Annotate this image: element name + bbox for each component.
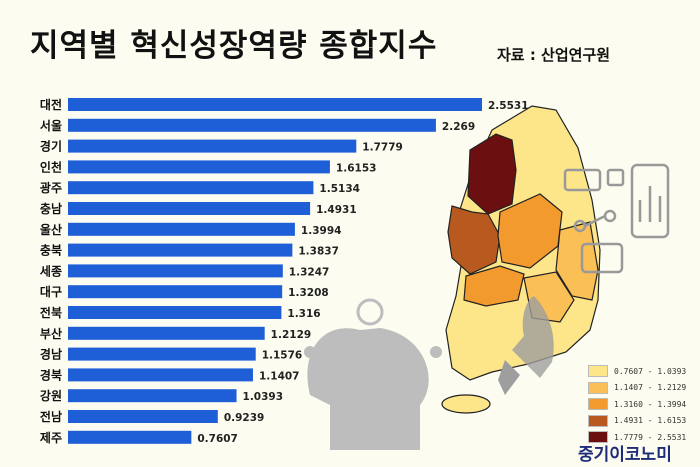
brand-logo: 중기이코노미 [578, 445, 672, 465]
legend-item: 1.1407 - 1.2129 [588, 380, 686, 397]
category-label: 대전 [40, 97, 62, 112]
value-label: 1.3247 [289, 266, 330, 278]
bar [68, 118, 436, 132]
value-label: 1.3837 [298, 246, 339, 258]
legend-label: 0.7607 - 1.0393 [614, 366, 687, 376]
category-label: 전북 [40, 305, 62, 320]
category-label: 경기 [40, 139, 62, 154]
category-label: 제주 [40, 431, 62, 445]
legend-label: 1.3160 - 1.3994 [614, 399, 687, 409]
value-label: 1.5134 [319, 183, 360, 195]
rocket-illustration [498, 296, 554, 395]
bar [68, 285, 283, 299]
value-label: 0.7607 [197, 433, 238, 445]
legend-item: 1.7779 - 2.5531 [588, 429, 686, 446]
value-label: 1.4931 [316, 204, 357, 216]
bar [68, 410, 218, 423]
circuit-icons-illustration [563, 163, 670, 274]
bar [68, 306, 282, 319]
category-label: 세종 [40, 263, 62, 278]
value-label: 1.1576 [262, 350, 303, 362]
value-label: 1.2129 [271, 329, 312, 341]
category-label: 강원 [40, 389, 62, 403]
page-title: 지역별 혁신성장역량 종합지수 [30, 28, 438, 64]
source-note: 자료 : 산업연구원 [497, 46, 611, 64]
category-label: 충남 [40, 201, 62, 216]
category-label: 인천 [40, 159, 62, 174]
category-label: 광주 [40, 180, 62, 195]
legend-item: 1.4931 - 1.6153 [588, 413, 686, 430]
legend-item: 0.7607 - 1.0393 [588, 363, 686, 380]
category-label: 경북 [40, 368, 62, 382]
legend-item: 1.3160 - 1.3994 [588, 396, 686, 413]
bar [68, 430, 192, 444]
category-label: 울산 [40, 222, 62, 237]
bar [68, 264, 283, 278]
bar [68, 389, 237, 403]
value-label: 1.316 [287, 308, 320, 320]
korea-map-illustration [441, 105, 601, 414]
legend-label: 1.1407 - 1.2129 [614, 383, 687, 393]
value-label: 1.1407 [259, 370, 300, 382]
bar [68, 98, 482, 111]
bar [68, 222, 295, 236]
legend-swatch [588, 381, 608, 394]
bar [68, 347, 256, 361]
category-label: 충북 [40, 243, 62, 258]
bar [68, 160, 330, 174]
bar [68, 181, 314, 195]
category-label: 경남 [40, 347, 62, 362]
value-label: 1.3208 [288, 287, 329, 299]
category-label: 전남 [40, 409, 62, 424]
category-label: 부산 [40, 326, 62, 341]
legend-swatch [588, 365, 608, 378]
bar [68, 368, 253, 382]
value-label: 1.7779 [362, 142, 403, 154]
legend: 0.7607 - 1.0393 1.1407 - 1.2129 1.3160 -… [588, 363, 686, 446]
head-lightbulb-illustration [304, 298, 442, 450]
legend-label: 1.4931 - 1.6153 [614, 416, 687, 426]
category-label: 대구 [40, 285, 62, 299]
bar [68, 243, 293, 257]
bar [68, 139, 357, 153]
legend-swatch [588, 398, 608, 411]
value-label: 0.9239 [224, 412, 265, 424]
value-label: 1.6153 [336, 162, 377, 174]
value-label: 2.269 [442, 121, 475, 133]
value-label: 2.5531 [488, 100, 529, 112]
category-label: 서울 [40, 118, 62, 133]
value-label: 1.3994 [301, 225, 342, 237]
legend-swatch [588, 414, 608, 427]
bar [68, 326, 265, 340]
value-label: 1.0393 [243, 391, 284, 403]
legend-swatch [588, 431, 608, 444]
bar [68, 202, 311, 215]
legend-label: 1.7779 - 2.5531 [614, 432, 687, 442]
